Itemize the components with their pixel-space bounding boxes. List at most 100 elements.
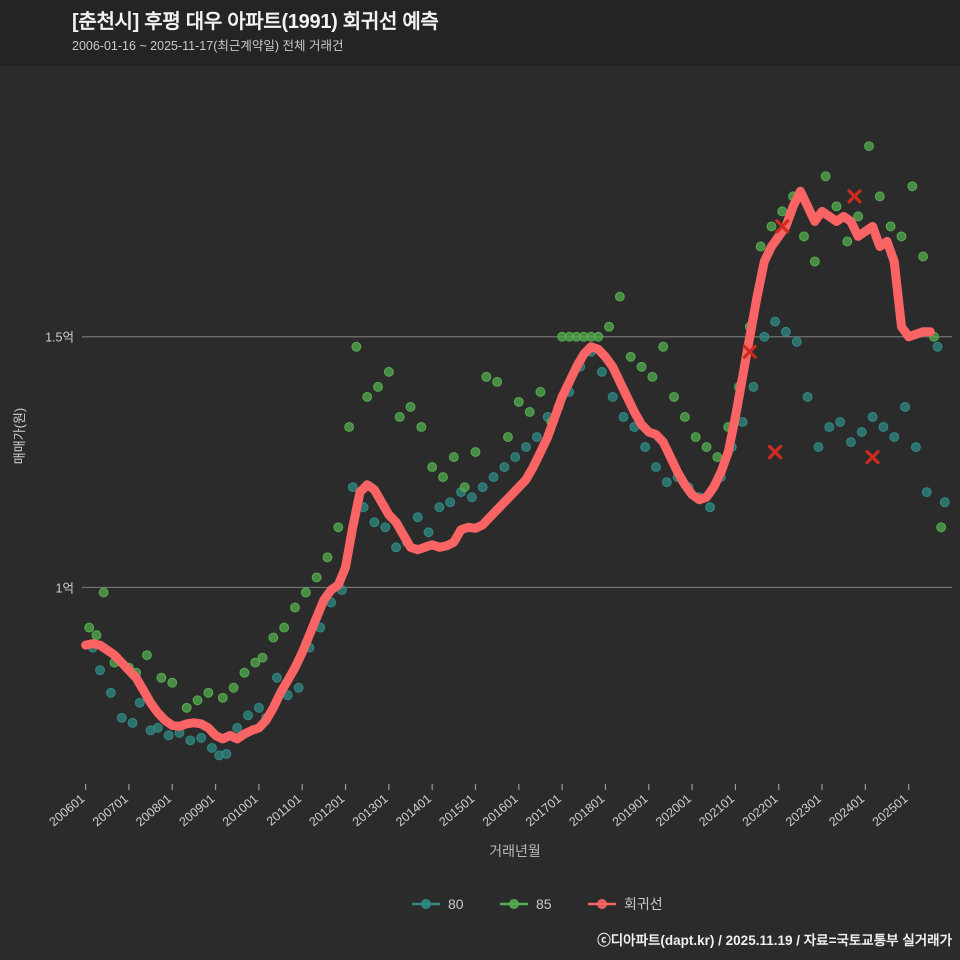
y-tick-label: 1억	[56, 581, 74, 595]
data-point	[679, 412, 690, 422]
data-point	[701, 442, 712, 452]
data-point	[910, 442, 921, 452]
data-point	[185, 735, 196, 746]
data-point	[163, 730, 174, 741]
series-80-points	[87, 316, 950, 761]
data-point	[835, 417, 846, 427]
cancelled-marker	[847, 189, 862, 204]
data-point	[347, 482, 358, 493]
data-point	[196, 732, 207, 743]
data-point	[777, 206, 788, 217]
data-point	[268, 632, 279, 643]
data-point	[845, 437, 856, 447]
data-point	[95, 665, 105, 676]
y-axis-title: 매매가(원)	[12, 408, 27, 465]
x-tick-label: 201501	[436, 792, 477, 830]
data-point	[607, 391, 618, 402]
data-point	[293, 682, 304, 693]
data-point	[217, 692, 228, 703]
data-point	[618, 412, 629, 422]
data-point	[481, 371, 492, 382]
data-point	[156, 672, 167, 683]
data-point	[813, 442, 824, 452]
y-axis-tick-labels: 1.5억 1억	[45, 331, 74, 596]
data-point	[712, 452, 723, 463]
data-point	[867, 412, 878, 422]
legend-label: 85	[536, 896, 552, 912]
data-point	[853, 211, 864, 222]
data-point	[207, 742, 217, 753]
legend-item-85[interactable]: 85	[500, 896, 552, 912]
data-point	[253, 702, 264, 713]
data-point	[279, 622, 290, 633]
data-point	[531, 432, 542, 442]
regression-line	[81, 186, 935, 744]
data-point	[470, 447, 481, 458]
page-title: [춘천시] 후평 대우 아파트(1991) 회귀선 예측	[72, 11, 439, 33]
data-point	[423, 527, 434, 538]
x-tick-label: 201101	[264, 792, 304, 829]
data-point	[142, 650, 152, 661]
data-point	[864, 141, 874, 152]
data-point	[203, 687, 214, 698]
x-tick-label: 201401	[393, 792, 434, 830]
data-point	[477, 482, 488, 493]
x-tick-label: 201001	[220, 792, 261, 830]
data-point	[499, 462, 510, 473]
data-point	[290, 602, 300, 613]
x-tick-label: 200701	[90, 792, 131, 830]
data-point	[651, 462, 661, 473]
data-point	[427, 462, 438, 473]
data-point	[351, 341, 362, 352]
data-point	[488, 472, 499, 483]
data-point	[900, 401, 911, 412]
data-point	[766, 221, 777, 232]
data-point	[535, 386, 546, 397]
data-point	[91, 630, 102, 641]
data-point	[116, 712, 127, 723]
data-point	[918, 251, 929, 262]
x-tick-label: 202501	[870, 792, 911, 830]
data-point	[228, 682, 239, 693]
data-point	[647, 371, 658, 382]
data-point	[878, 422, 889, 432]
data-point	[802, 391, 813, 402]
data-point	[383, 366, 394, 377]
data-point	[510, 452, 521, 463]
data-point	[181, 702, 192, 713]
data-point	[394, 412, 405, 422]
chart-legend: 80 85 회귀선	[412, 896, 663, 912]
data-point	[661, 477, 672, 488]
data-point	[885, 221, 896, 232]
x-tick-label: 202101	[696, 792, 737, 830]
data-point	[152, 722, 163, 733]
legend-item-80[interactable]: 80	[412, 896, 464, 912]
data-point	[221, 748, 232, 759]
data-point	[492, 376, 503, 387]
y-tick-label: 1.5억	[45, 331, 74, 345]
data-point	[593, 331, 604, 342]
data-point	[936, 522, 947, 533]
x-tick-label: 202001	[653, 792, 694, 830]
data-point	[250, 657, 261, 668]
data-point	[524, 406, 535, 417]
data-point	[412, 512, 423, 523]
cancelled-markers	[742, 189, 880, 465]
data-point	[755, 241, 766, 252]
data-point	[636, 361, 647, 372]
data-point	[232, 722, 243, 733]
legend-item-회귀선[interactable]: 회귀선	[588, 896, 663, 912]
data-point	[705, 502, 716, 513]
data-point	[596, 366, 607, 377]
x-tick-label: 202401	[826, 792, 867, 830]
chart-header: [춘천시] 후평 대우 아파트(1991) 회귀선 예측 2006-01-16 …	[0, 0, 960, 66]
cancelled-marker	[742, 344, 757, 359]
data-point	[300, 587, 311, 598]
data-point	[640, 442, 651, 452]
data-point	[127, 717, 138, 728]
cancelled-marker	[768, 444, 783, 460]
data-point	[344, 422, 355, 432]
data-point	[748, 381, 759, 392]
data-point	[243, 710, 254, 721]
